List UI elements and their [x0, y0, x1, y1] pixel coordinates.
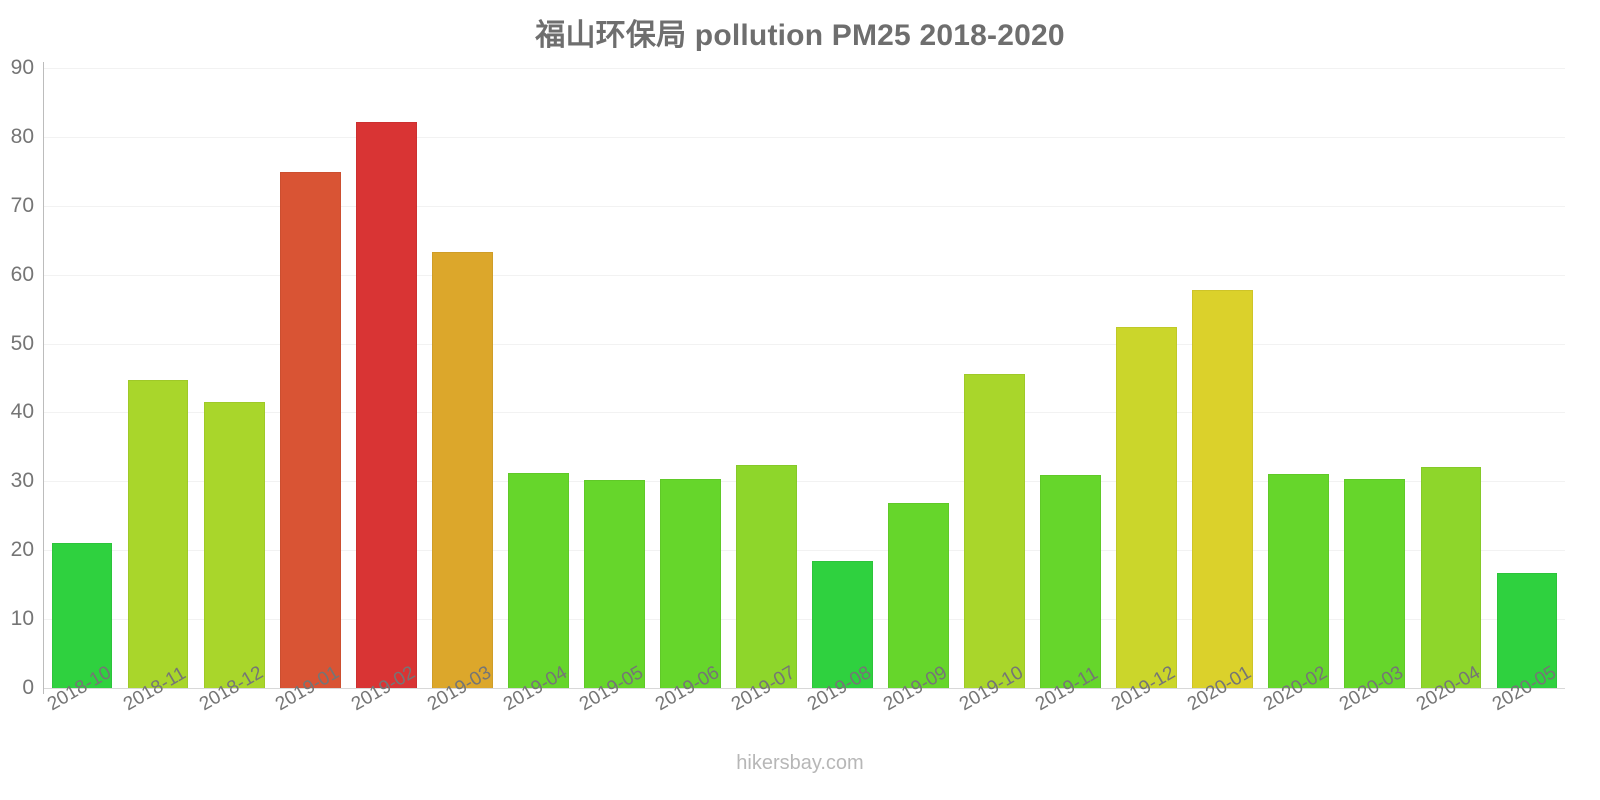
y-axis-line — [43, 62, 44, 694]
gridline — [44, 412, 1565, 414]
y-axis-tick-label: 40 — [10, 400, 34, 424]
y-axis-tick-label: 90 — [10, 56, 34, 79]
y-axis-tick-label: 70 — [10, 193, 34, 217]
y-axis-tick-label: 50 — [10, 331, 34, 355]
bar[interactable] — [660, 479, 721, 688]
bar[interactable] — [1040, 475, 1102, 688]
gridline — [44, 481, 1565, 483]
bar[interactable] — [1116, 327, 1178, 688]
bar[interactable] — [279, 172, 341, 688]
gridline — [44, 68, 1565, 69]
plot-area — [44, 68, 1565, 689]
bar[interactable] — [1420, 466, 1482, 688]
bar[interactable] — [1268, 473, 1330, 688]
bar[interactable] — [127, 380, 189, 688]
gridline — [44, 343, 1565, 345]
gridline — [44, 205, 1565, 207]
bar[interactable] — [203, 402, 265, 688]
bar[interactable] — [51, 543, 113, 688]
chart-title: 福山环保局 pollution PM25 2018-2020 — [535, 19, 1065, 52]
bar[interactable] — [355, 122, 417, 688]
footer-credit: hikersbay.com — [736, 752, 864, 774]
gridline — [44, 274, 1565, 276]
y-axis-tick-label: 80 — [10, 124, 34, 148]
bar[interactable] — [812, 561, 873, 688]
gridline — [44, 619, 1565, 621]
bar[interactable] — [583, 479, 645, 688]
y-axis-tick-label: 10 — [10, 607, 34, 631]
gridline — [44, 136, 1565, 138]
gridline — [44, 688, 1565, 689]
bar[interactable] — [888, 503, 949, 688]
gridline — [44, 550, 1565, 552]
bar[interactable] — [964, 373, 1026, 688]
y-axis-tick-label: 20 — [10, 538, 34, 562]
bar[interactable] — [507, 473, 569, 688]
bar[interactable] — [1344, 478, 1406, 688]
y-axis-tick-label: 60 — [10, 262, 34, 286]
bar[interactable] — [736, 464, 797, 688]
bar[interactable] — [431, 251, 493, 688]
bar[interactable] — [1496, 572, 1558, 688]
y-axis-tick-label: 30 — [10, 469, 34, 493]
y-axis-tick-label: 0 — [22, 676, 34, 699]
bar[interactable] — [1192, 289, 1254, 688]
